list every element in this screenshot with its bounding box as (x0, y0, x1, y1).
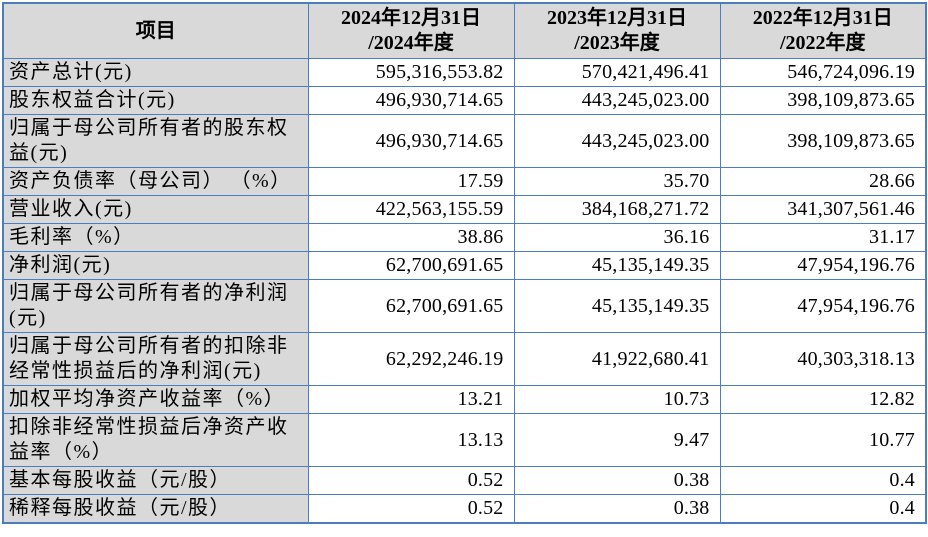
cell-2022: 0.4 (719, 466, 927, 495)
cell-2023: 443,245,023.00 (513, 86, 721, 115)
header-item: 项目 (2, 2, 309, 59)
table-row: 股东权益合计(元) 496,930,714.65 443,245,023.00 … (2, 86, 927, 115)
cell-2022: 12.82 (719, 385, 927, 414)
row-label: 营业收入(元) (2, 195, 309, 224)
row-label: 资产负债率（母公司） （%） (2, 167, 309, 196)
table-row: 基本每股收益（元/股） 0.52 0.38 0.4 (2, 466, 927, 495)
table-row: 加权平均净资产收益率（%） 13.21 10.73 12.82 (2, 385, 927, 414)
financial-summary-table: 项目 2024年12月31日 /2024年度 2023年12月31日 /2023… (2, 2, 927, 524)
table-row: 稀释每股收益（元/股） 0.52 0.38 0.4 (2, 494, 927, 524)
cell-2022: 40,303,318.13 (719, 332, 927, 386)
financial-summary-section: 项目 2024年12月31日 /2024年度 2023年12月31日 /2023… (2, 2, 927, 524)
cell-2024: 38.86 (307, 223, 515, 252)
cell-2022: 31.17 (719, 223, 927, 252)
cell-2023: 0.38 (513, 466, 721, 495)
cell-2023: 45,135,149.35 (513, 251, 721, 280)
row-label: 资产总计(元) (2, 58, 309, 87)
table-header-row: 项目 2024年12月31日 /2024年度 2023年12月31日 /2023… (2, 2, 927, 59)
cell-2023: 10.73 (513, 385, 721, 414)
cell-2024: 62,700,691.65 (307, 279, 515, 333)
table-row: 归属于母公司所有者的净利润(元) 62,700,691.65 45,135,14… (2, 279, 927, 333)
cell-2023: 570,421,496.41 (513, 58, 721, 87)
header-2022: 2022年12月31日 /2022年度 (719, 2, 927, 59)
cell-2023: 41,922,680.41 (513, 332, 721, 386)
header-2023-date: 2023年12月31日 (547, 7, 687, 29)
row-label: 股东权益合计(元) (2, 86, 309, 115)
cell-2024: 13.13 (307, 413, 515, 467)
header-2024-date: 2024年12月31日 (341, 7, 481, 29)
row-label: 归属于母公司所有者的股东权益(元) (2, 114, 309, 168)
cell-2022: 341,307,561.46 (719, 195, 927, 224)
row-label: 基本每股收益（元/股） (2, 466, 309, 495)
table-row: 毛利率（%） 38.86 36.16 31.17 (2, 223, 927, 252)
row-label: 稀释每股收益（元/股） (2, 494, 309, 524)
row-label: 加权平均净资产收益率（%） (2, 385, 309, 414)
row-label: 扣除非经常性损益后净资产收益率（%） (2, 413, 309, 467)
row-label: 归属于母公司所有者的扣除非经常性损益后的净利润(元) (2, 332, 309, 386)
table-row: 净利润(元) 62,700,691.65 45,135,149.35 47,95… (2, 251, 927, 280)
cell-2022: 10.77 (719, 413, 927, 467)
cell-2022: 47,954,196.76 (719, 251, 927, 280)
cell-2023: 36.16 (513, 223, 721, 252)
cell-2024: 13.21 (307, 385, 515, 414)
cell-2024: 496,930,714.65 (307, 86, 515, 115)
cell-2023: 45,135,149.35 (513, 279, 721, 333)
header-2024-year: /2024年度 (368, 32, 454, 54)
table-row: 归属于母公司所有者的股东权益(元) 496,930,714.65 443,245… (2, 114, 927, 168)
cell-2022: 28.66 (719, 167, 927, 196)
cell-2023: 384,168,271.72 (513, 195, 721, 224)
table-body: 资产总计(元) 595,316,553.82 570,421,496.41 54… (2, 58, 927, 524)
cell-2022: 546,724,096.19 (719, 58, 927, 87)
cell-2022: 47,954,196.76 (719, 279, 927, 333)
cell-2023: 35.70 (513, 167, 721, 196)
row-label: 归属于母公司所有者的净利润(元) (2, 279, 309, 333)
header-2022-year: /2022年度 (779, 32, 866, 54)
cell-2024: 62,700,691.65 (307, 251, 515, 280)
cell-2024: 62,292,246.19 (307, 332, 515, 386)
cell-2024: 496,930,714.65 (307, 114, 515, 168)
cell-2024: 595,316,553.82 (307, 58, 515, 87)
cell-2024: 422,563,155.59 (307, 195, 515, 224)
header-2023: 2023年12月31日 /2023年度 (513, 2, 721, 59)
row-label: 毛利率（%） (2, 223, 309, 252)
cell-2023: 9.47 (513, 413, 721, 467)
cell-2022: 398,109,873.65 (719, 114, 927, 168)
table-row: 归属于母公司所有者的扣除非经常性损益后的净利润(元) 62,292,246.19… (2, 332, 927, 386)
row-label: 净利润(元) (2, 251, 309, 280)
cell-2024: 0.52 (307, 494, 515, 524)
table-row: 扣除非经常性损益后净资产收益率（%） 13.13 9.47 10.77 (2, 413, 927, 467)
header-2024: 2024年12月31日 /2024年度 (307, 2, 515, 59)
table-row: 资产总计(元) 595,316,553.82 570,421,496.41 54… (2, 58, 927, 87)
table-row: 营业收入(元) 422,563,155.59 384,168,271.72 34… (2, 195, 927, 224)
cell-2023: 443,245,023.00 (513, 114, 721, 168)
cell-2022: 398,109,873.65 (719, 86, 927, 115)
cell-2023: 0.38 (513, 494, 721, 524)
cell-2024: 0.52 (307, 466, 515, 495)
table-row: 资产负债率（母公司） （%） 17.59 35.70 28.66 (2, 167, 927, 196)
cell-2022: 0.4 (719, 494, 927, 524)
header-2023-year: /2023年度 (574, 32, 660, 54)
cell-2024: 17.59 (307, 167, 515, 196)
header-2022-date: 2022年12月31日 (752, 7, 893, 29)
